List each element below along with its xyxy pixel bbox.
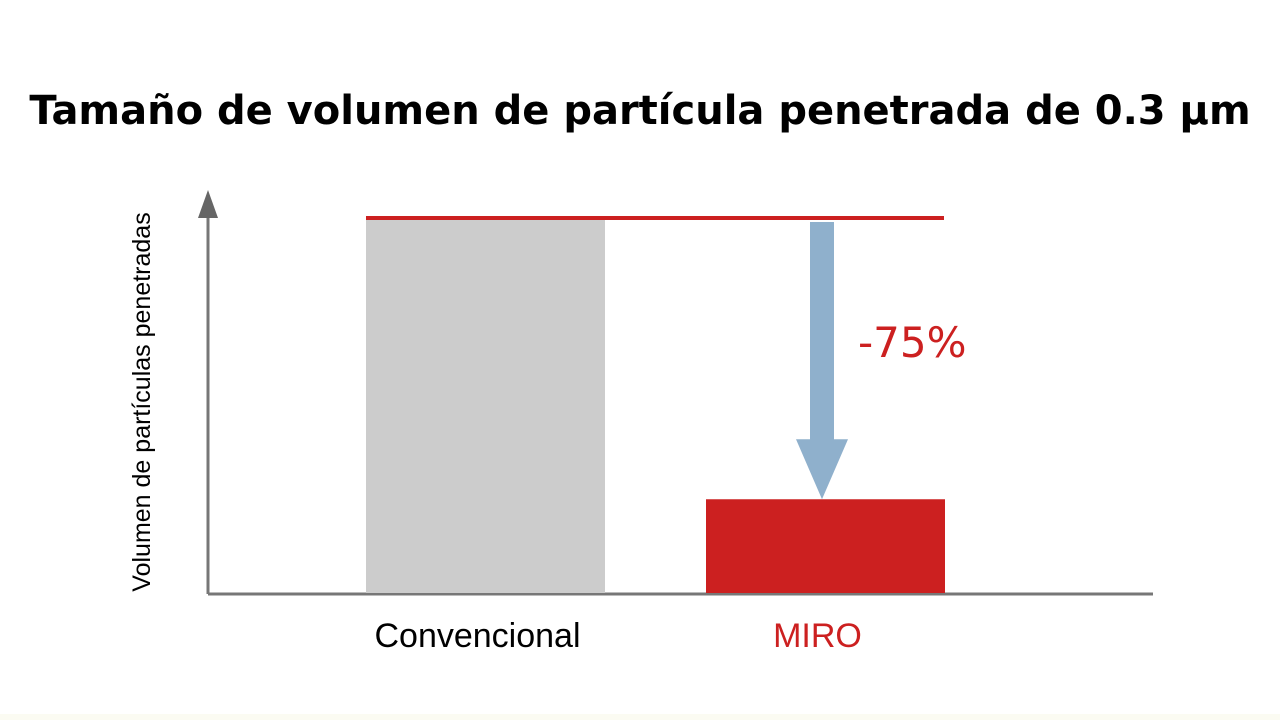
bottom-strip	[0, 714, 1280, 720]
category-label-miro: MIRO	[773, 617, 862, 655]
reduction-annotation: -75%	[858, 318, 967, 367]
bar-miro	[706, 499, 945, 593]
y-axis-label: Volumen de partículas penetradas	[128, 212, 156, 591]
category-label-convencional: Convencional	[374, 617, 580, 655]
y-axis-arrowhead	[198, 190, 218, 218]
chart-title: Tamaño de volumen de partícula penetrada…	[29, 88, 1251, 134]
reduction-arrow	[796, 222, 848, 500]
bar-convencional	[366, 218, 605, 593]
